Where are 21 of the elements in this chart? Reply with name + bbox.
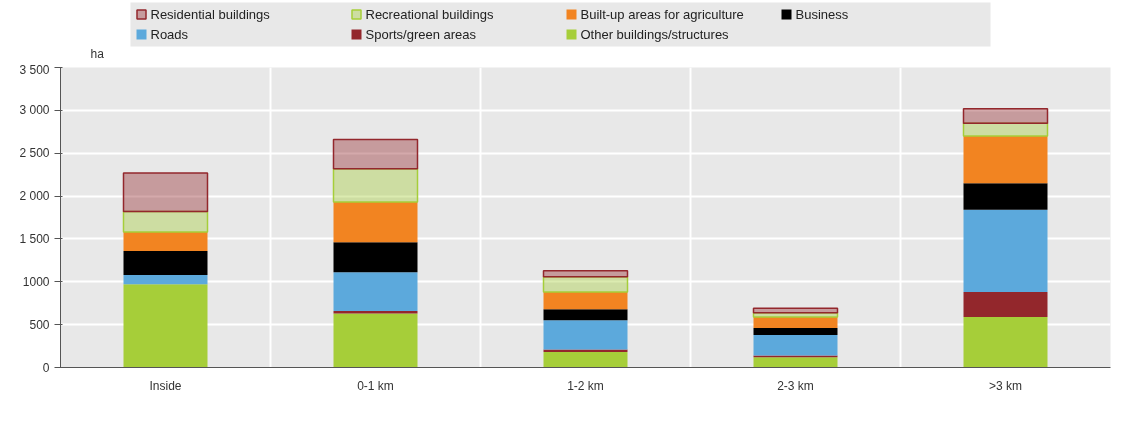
legend-label: Roads xyxy=(150,27,189,42)
x-tick-label: Inside xyxy=(149,378,182,393)
y-tick-label: 500 xyxy=(29,317,50,332)
x-tick-label: >3 km xyxy=(988,378,1023,393)
x-tick-label: 0-1 km xyxy=(357,378,394,393)
y-tick-label: 0 xyxy=(42,360,50,375)
y-tick-label: 1000 xyxy=(22,274,50,289)
legend-label: Built-up areas for agriculture xyxy=(580,7,744,22)
y-tick-label: 3 500 xyxy=(19,62,50,77)
y-tick-label: 3 000 xyxy=(19,103,50,118)
x-tick-label: 2-3 km xyxy=(777,378,814,393)
legend-label: Sports/green areas xyxy=(365,27,477,42)
y-tick-label: 2 000 xyxy=(19,189,50,204)
legend-label: Other buildings/structures xyxy=(580,27,730,42)
y-tick-label: 2 500 xyxy=(19,146,50,161)
y-axis-title: ha xyxy=(90,46,105,61)
x-tick-label: 1-2 km xyxy=(567,378,604,393)
y-tick-label: 1 500 xyxy=(19,231,50,246)
legend-label: Residential buildings xyxy=(150,7,271,22)
legend-label: Recreational buildings xyxy=(365,7,494,22)
legend-label: Business xyxy=(795,7,849,22)
